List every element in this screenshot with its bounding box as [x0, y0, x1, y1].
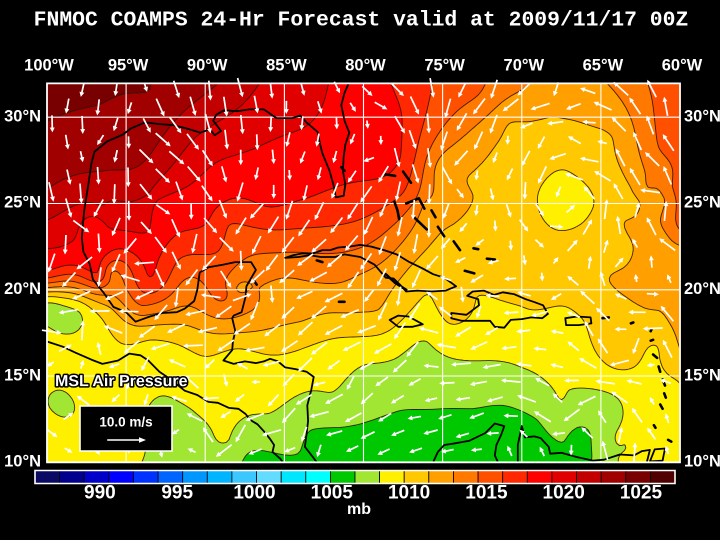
svg-text:FNMOC COAMPS 24-Hr Forecast va: FNMOC COAMPS 24-Hr Forecast valid at 200… — [34, 9, 689, 33]
svg-text:25°N: 25°N — [4, 194, 41, 212]
svg-text:990: 990 — [84, 482, 116, 503]
svg-text:995: 995 — [161, 482, 193, 503]
svg-text:1005: 1005 — [311, 482, 354, 503]
svg-text:65°W: 65°W — [583, 56, 624, 74]
svg-text:10°N: 10°N — [4, 453, 41, 471]
svg-text:10°N: 10°N — [684, 453, 720, 471]
svg-text:1000: 1000 — [233, 482, 275, 503]
svg-text:75°W: 75°W — [424, 56, 465, 74]
svg-text:30°N: 30°N — [684, 108, 720, 126]
svg-text:10.0 m/s: 10.0 m/s — [99, 415, 152, 430]
svg-text:70°W: 70°W — [504, 56, 545, 74]
svg-text:95°W: 95°W — [108, 56, 149, 74]
svg-text:15°N: 15°N — [684, 366, 720, 384]
svg-text:20°N: 20°N — [4, 280, 41, 298]
svg-text:25°N: 25°N — [684, 194, 720, 212]
svg-text:30°N: 30°N — [4, 108, 41, 126]
svg-text:mb: mb — [347, 501, 371, 518]
svg-text:85°W: 85°W — [266, 56, 307, 74]
svg-text:1010: 1010 — [388, 482, 430, 503]
svg-text:80°W: 80°W — [345, 56, 386, 74]
svg-text:20°N: 20°N — [684, 280, 720, 298]
svg-text:90°W: 90°W — [187, 56, 228, 74]
svg-text:1020: 1020 — [543, 482, 585, 503]
svg-text:1025: 1025 — [620, 482, 663, 503]
svg-text:60°W: 60°W — [662, 56, 703, 74]
svg-text:1015: 1015 — [465, 482, 508, 503]
svg-text:15°N: 15°N — [4, 366, 41, 384]
svg-text:100°W: 100°W — [24, 56, 74, 74]
